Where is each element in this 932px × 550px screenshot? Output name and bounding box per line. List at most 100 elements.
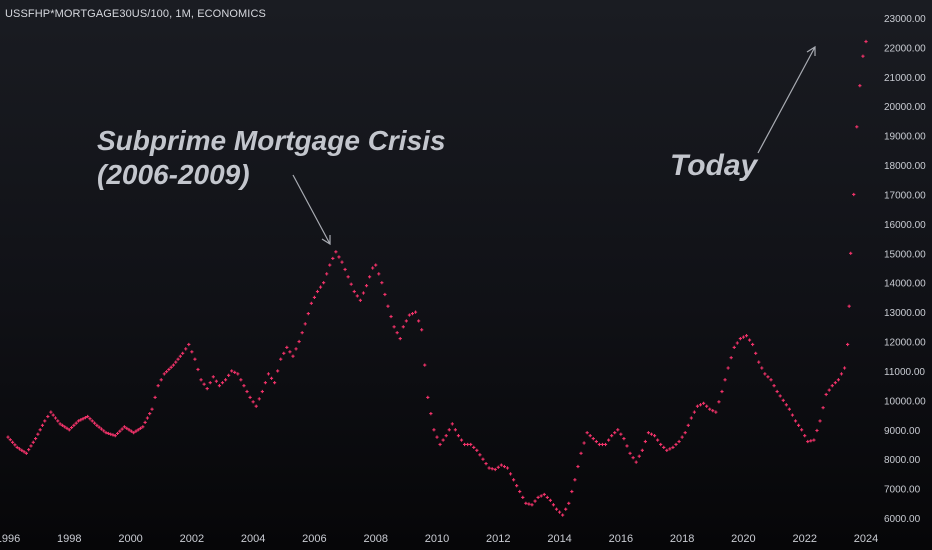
data-point [13, 443, 17, 447]
data-point [680, 435, 684, 439]
data-point [812, 438, 816, 442]
data-point [662, 445, 666, 450]
data-point [790, 413, 795, 417]
data-point [33, 436, 38, 441]
data-point [331, 256, 335, 261]
data-point [383, 292, 387, 297]
data-point [824, 392, 828, 397]
data-point [178, 354, 182, 358]
data-point [472, 445, 476, 450]
data-point [818, 419, 822, 423]
data-point [72, 423, 76, 427]
data-point [631, 456, 635, 460]
data-point [708, 407, 712, 411]
x-tick-label: 2002 [180, 533, 204, 545]
data-point [145, 416, 150, 420]
data-point [377, 272, 381, 276]
x-tick-label: 2016 [609, 533, 633, 545]
data-point [92, 421, 97, 425]
data-point [842, 366, 847, 370]
data-point [548, 498, 552, 502]
data-point [524, 501, 528, 505]
data-point [530, 503, 534, 507]
data-point [109, 432, 113, 436]
data-point [600, 442, 605, 447]
data-point [640, 448, 644, 452]
data-point [588, 434, 592, 438]
y-tick-label: 7000.00 [884, 485, 921, 496]
data-point [603, 442, 608, 447]
data-point [184, 347, 188, 351]
data-point [58, 422, 62, 426]
data-point [31, 440, 35, 444]
data-point [435, 435, 439, 439]
data-point [607, 438, 611, 442]
data-point [6, 435, 10, 439]
data-point [564, 507, 568, 511]
data-point [686, 423, 690, 427]
data-point [285, 345, 289, 350]
data-point [557, 510, 562, 514]
data-point [211, 375, 215, 379]
y-tick-label: 12000.00 [884, 338, 926, 349]
data-point [610, 434, 614, 438]
data-point [86, 414, 90, 419]
data-point [193, 357, 197, 361]
data-point [815, 428, 819, 433]
data-point [364, 284, 369, 288]
data-point [447, 428, 451, 432]
data-point [156, 384, 160, 388]
data-point [668, 447, 672, 451]
data-point [43, 419, 47, 423]
data-point [8, 438, 12, 442]
data-point [772, 384, 776, 388]
data-point [827, 388, 831, 392]
data-point [456, 434, 461, 438]
data-point [150, 407, 154, 411]
data-point [171, 363, 176, 367]
y-tick-label: 23000.00 [884, 14, 926, 25]
data-point [38, 428, 42, 432]
data-point [90, 419, 94, 423]
data-point [481, 457, 485, 461]
data-point [778, 394, 782, 398]
data-point [398, 336, 402, 341]
data-point [542, 492, 546, 497]
data-point [643, 439, 647, 444]
data-point [554, 507, 559, 511]
chart-symbol-header: USSFHP*MORTGAGE30US/100, 1M, ECONOMICS [5, 8, 266, 20]
data-point [303, 322, 307, 326]
data-point [407, 313, 412, 317]
data-point [17, 447, 22, 451]
data-point [260, 389, 264, 394]
data-point [343, 267, 347, 272]
data-point [478, 453, 482, 457]
data-point [796, 423, 801, 427]
data-point [162, 372, 166, 376]
data-point [24, 451, 28, 455]
data-point [717, 400, 721, 404]
data-point [726, 366, 730, 370]
y-tick-label: 10000.00 [884, 396, 926, 407]
data-point [656, 438, 660, 442]
data-point [346, 275, 350, 279]
x-tick-label: 2012 [486, 533, 510, 545]
data-point [579, 451, 583, 455]
data-point [374, 263, 378, 267]
data-point [665, 448, 669, 452]
data-point [65, 426, 69, 430]
data-point [493, 467, 497, 472]
data-point [487, 466, 491, 470]
data-point [63, 425, 67, 429]
data-point [300, 331, 304, 335]
x-tick-label: 2020 [731, 533, 755, 545]
data-point [570, 489, 574, 494]
data-point [490, 467, 494, 471]
data-point [833, 381, 837, 385]
y-tick-label: 18000.00 [884, 161, 926, 172]
data-point [125, 426, 129, 430]
data-point [659, 442, 663, 447]
data-point [291, 354, 295, 358]
data-point [69, 425, 74, 430]
